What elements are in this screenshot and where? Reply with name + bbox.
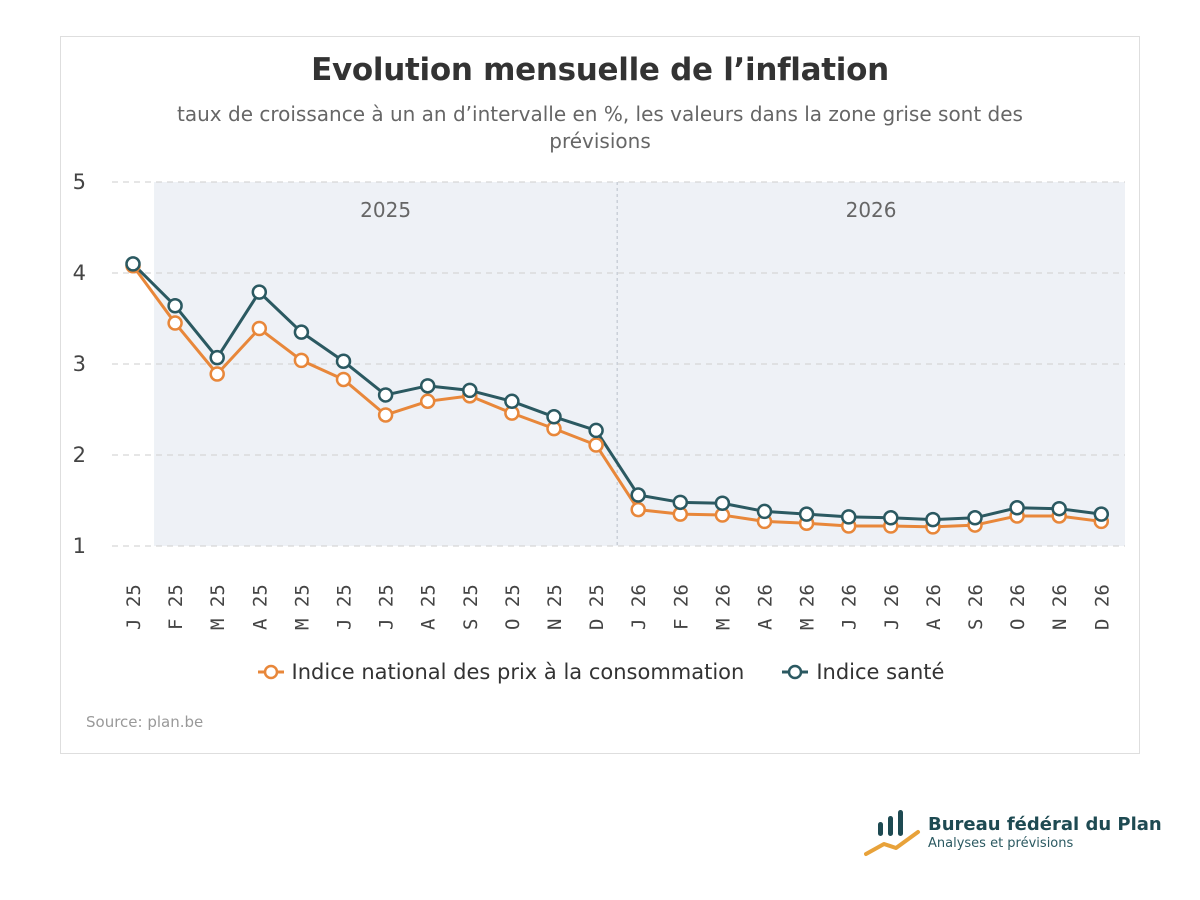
data-point-1 [335,353,352,370]
data-point-1 [167,298,183,314]
data-point-0 [251,320,268,337]
legend-item-sante[interactable]: Indice santé [780,660,944,684]
data-point-1 [1009,500,1025,516]
x-tick-label: A 26 [755,584,777,630]
x-tick-label: D 25 [586,584,608,630]
data-point-1 [840,509,857,525]
x-tick-label: M 25 [291,584,313,630]
x-tick-label: A 25 [249,584,271,630]
x-tick-label: J 25 [334,584,356,630]
data-point-0 [419,393,436,410]
y-tick-label: 4 [73,261,86,285]
data-point-1 [125,256,141,272]
data-point-1 [546,409,562,425]
data-point-0 [630,501,646,518]
data-point-1 [419,378,436,394]
x-tick-label: N 26 [1049,584,1071,630]
chart-subtitle: taux de croissance à un an d’intervalle … [177,102,1023,153]
data-point-1 [462,382,478,399]
data-point-1 [672,494,689,511]
year-label: 2026 [846,198,897,222]
x-tick-label: J 26 [881,584,903,630]
data-point-1 [967,510,983,526]
x-tick-label: J 25 [376,584,398,630]
data-point-0 [335,371,352,388]
legend-marker-sante [782,664,809,680]
y-tick-label: 2 [73,443,86,467]
source-note: Source: plan.be [86,713,204,731]
logo-tagline: Analyses et prévisions [928,836,1074,851]
x-tick-label: S 26 [965,584,987,630]
y-tick-label: 3 [73,352,86,376]
data-point-1 [1093,506,1110,522]
x-tick-label: A 26 [923,584,945,630]
logo-name: Bureau fédéral du Plan [928,814,1162,835]
x-tick-label: D 26 [1091,584,1113,630]
data-point-0 [588,437,604,453]
x-tick-label: F 26 [670,584,692,630]
year-label: 2025 [360,198,411,222]
legend-marker-ipc [257,664,284,680]
y-tick-label: 1 [73,534,86,558]
data-point-1 [925,511,941,528]
data-point-1 [588,422,604,439]
y-tick-label: 5 [73,170,86,194]
data-point-1 [251,284,268,300]
data-point-1 [1051,500,1067,517]
x-tick-label: M 26 [712,584,734,630]
data-point-1 [377,387,394,403]
legend-label-ipc: Indice national des prix à la consommati… [291,660,745,684]
data-point-0 [377,407,394,423]
x-tick-label: O 25 [502,584,524,630]
x-tick-label: J 25 [123,584,145,630]
x-tick-label: S 25 [460,584,482,630]
data-point-0 [167,315,183,331]
data-point-1 [209,349,225,366]
data-point-0 [293,352,310,369]
legend-label-sante: Indice santé [816,660,945,684]
x-tick-label: A 25 [418,584,440,630]
data-point-1 [756,503,773,520]
chart-legend: Indice national des prix à la consommati… [0,660,1200,684]
x-tick-label: M 25 [207,584,229,630]
logo[interactable]: Bureau fédéral du Plan Analyses et prévi… [864,806,1164,862]
x-tick-label: M 26 [797,584,819,630]
data-point-1 [714,495,731,511]
x-tick-label: J 26 [839,584,861,630]
data-point-1 [293,324,310,340]
plan-logo-icon [864,810,920,856]
data-point-1 [883,510,899,526]
legend-item-ipc[interactable]: Indice national des prix à la consommati… [256,660,745,684]
chart-title: Evolution mensuelle de l’inflation [311,52,889,88]
data-point-1 [504,393,520,410]
data-point-1 [630,487,646,503]
x-tick-label: J 26 [628,584,650,630]
x-tick-label: F 25 [165,584,187,630]
data-point-0 [209,366,225,382]
x-tick-label: O 26 [1007,584,1029,630]
x-tick-label: N 25 [544,584,566,630]
data-point-1 [798,506,815,522]
